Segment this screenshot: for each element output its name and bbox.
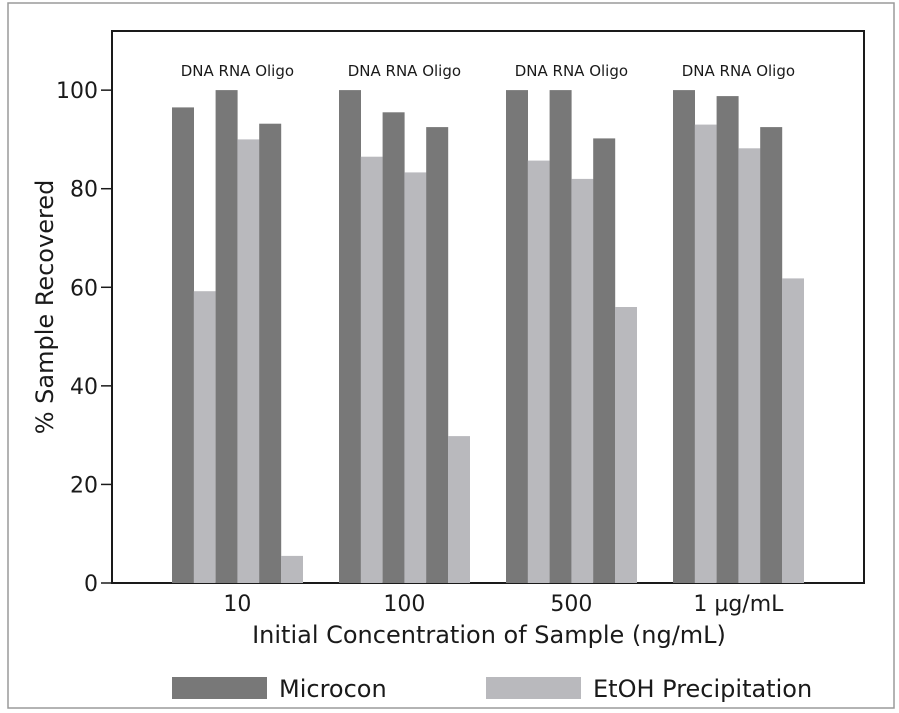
bar-microcon-dna-1 xyxy=(339,90,361,583)
legend-label-microcon: Microcon xyxy=(279,675,387,703)
x-axis-ticks: 10 100 500 1 µg/mL xyxy=(223,592,784,617)
bar-microcon-rna-1 xyxy=(382,112,405,584)
y-tick-label: 40 xyxy=(70,375,98,400)
y-axis-ticks: 0 20 40 60 80 100 xyxy=(56,79,112,597)
legend-swatch-microcon xyxy=(172,677,267,699)
bar-etoh-dna-2 xyxy=(527,160,550,583)
y-tick-label: 100 xyxy=(56,79,98,104)
bar-etoh-dna-3 xyxy=(694,124,717,583)
x-axis-label: Initial Concentration of Sample (ng/mL) xyxy=(252,621,726,649)
y-tick-label: 80 xyxy=(70,178,98,203)
bar-microcon-dna-3 xyxy=(673,90,695,583)
x-tick-label: 1 µg/mL xyxy=(693,592,784,617)
x-tick-label: 100 xyxy=(383,592,425,617)
group-label: DNA RNA Oligo xyxy=(515,62,628,80)
bar-microcon-rna-2 xyxy=(549,90,572,583)
bar-etoh-oligo-3 xyxy=(782,278,804,583)
bar-microcon-rna-3 xyxy=(716,96,739,583)
bar-microcon-dna-2 xyxy=(506,90,528,583)
bar-etoh-dna-0 xyxy=(193,291,216,583)
bar-microcon-oligo-0 xyxy=(259,123,282,583)
bar-etoh-rna-1 xyxy=(404,172,427,583)
bar-microcon-oligo-1 xyxy=(426,127,449,583)
group-label: DNA RNA Oligo xyxy=(682,62,795,80)
x-tick-label: 500 xyxy=(550,592,592,617)
bar-microcon-rna-0 xyxy=(215,90,238,583)
bar-microcon-dna-0 xyxy=(172,107,194,584)
legend-label-etoh: EtOH Precipitation xyxy=(593,675,812,703)
bar-etoh-oligo-1 xyxy=(448,436,470,583)
bars xyxy=(172,90,804,584)
group-label: DNA RNA Oligo xyxy=(181,62,294,80)
y-tick-label: 20 xyxy=(70,473,98,498)
legend-swatch-etoh xyxy=(486,677,581,699)
x-tick-label: 10 xyxy=(223,592,251,617)
bar-etoh-rna-0 xyxy=(237,139,260,583)
bar-microcon-oligo-2 xyxy=(593,138,616,583)
y-axis-label: % Sample Recovered xyxy=(31,180,59,435)
y-tick-label: 0 xyxy=(84,572,98,597)
group-label: DNA RNA Oligo xyxy=(348,62,461,80)
bar-etoh-dna-1 xyxy=(360,156,383,583)
y-tick-label: 60 xyxy=(70,276,98,301)
bar-etoh-oligo-2 xyxy=(615,307,637,583)
bar-etoh-rna-3 xyxy=(738,148,761,584)
bar-etoh-rna-2 xyxy=(571,178,594,583)
bar-etoh-oligo-0 xyxy=(281,555,303,583)
group-labels: DNA RNA Oligo DNA RNA Oligo DNA RNA Oligo D… xyxy=(181,62,795,80)
bar-microcon-oligo-3 xyxy=(760,127,783,583)
